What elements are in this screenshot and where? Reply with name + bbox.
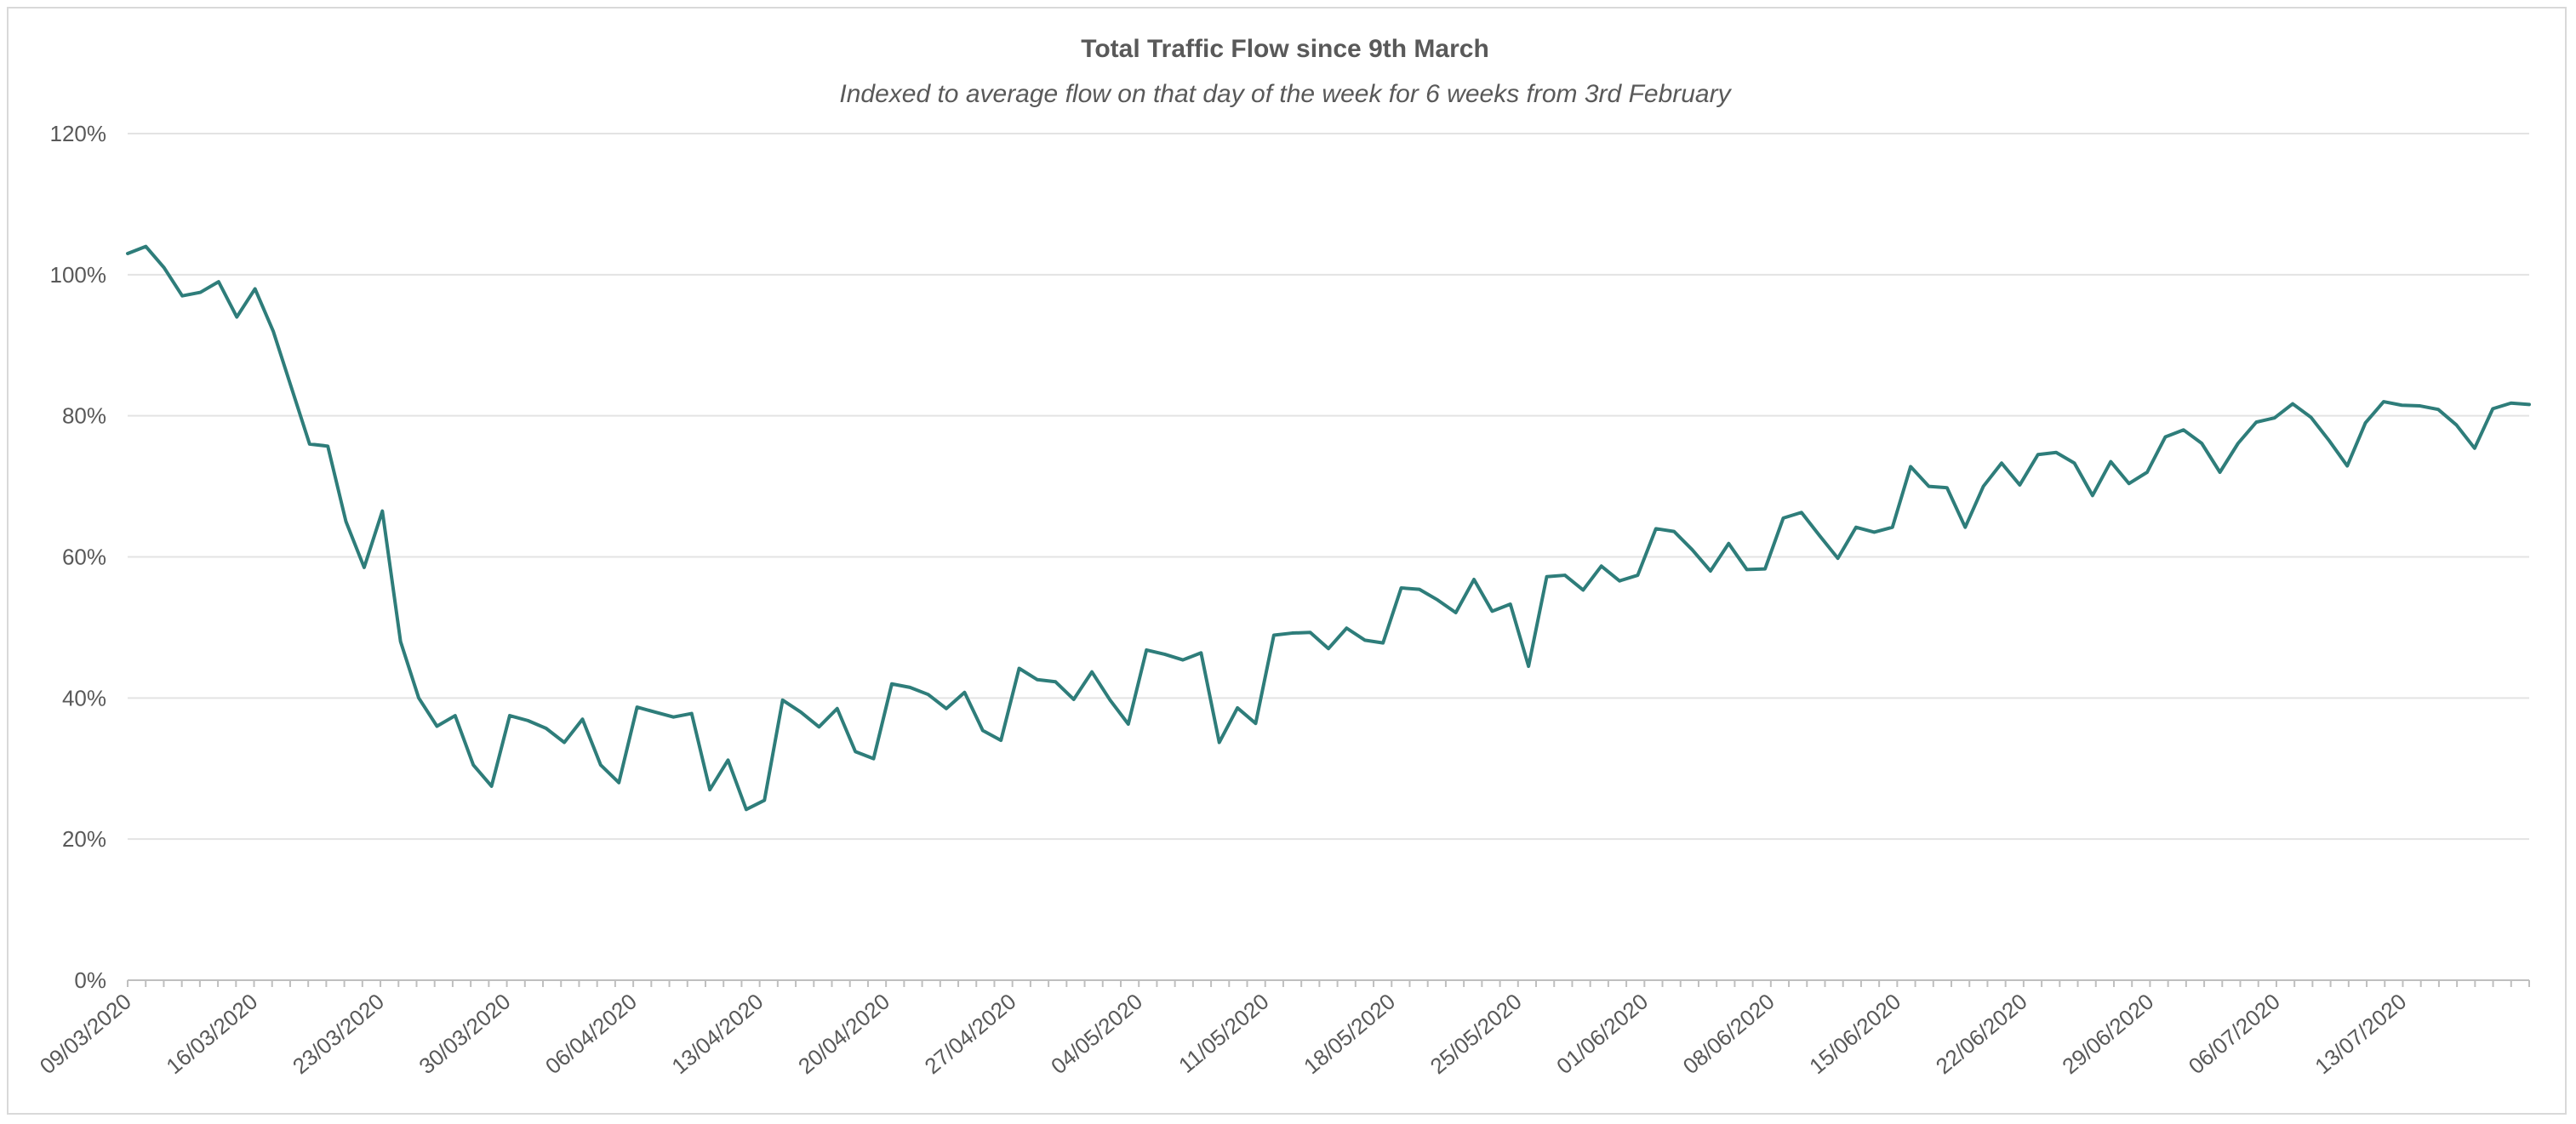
x-tick-label: 08/06/2020 [1678, 989, 1779, 1080]
x-tick-label: 11/05/2020 [1174, 989, 1273, 1078]
series-layer [126, 244, 2531, 812]
y-axis-ticks: 0% 20% 40% 60% 80% 100% 120% [50, 121, 107, 993]
x-tick-label: 22/06/2020 [1931, 989, 2032, 1080]
x-tick-label: 25/05/2020 [1425, 989, 1527, 1080]
chart-frame: Total Traffic Flow since 9th March Index… [7, 7, 2567, 1115]
x-tick-label: 09/03/2020 [35, 989, 136, 1080]
x-tick-label: 13/04/2020 [667, 989, 768, 1080]
series-line [126, 244, 2531, 812]
y-tick-label: 20% [62, 826, 106, 852]
x-tick-label: 01/06/2020 [1551, 989, 1653, 1080]
x-tick-label: 18/05/2020 [1299, 989, 1400, 1080]
line-chart: Total Traffic Flow since 9th March Index… [35, 35, 2531, 1080]
x-tick-label: 29/06/2020 [2057, 989, 2158, 1080]
gridlines [128, 133, 2529, 841]
x-tick-label: 15/06/2020 [1804, 989, 1905, 1080]
x-tick-label: 20/04/2020 [793, 989, 894, 1080]
x-tick-label: 04/05/2020 [1046, 989, 1147, 1080]
y-tick-label: 80% [62, 403, 106, 429]
x-tick-label: 06/07/2020 [2184, 989, 2285, 1080]
x-tick-label: 30/03/2020 [414, 989, 515, 1080]
x-tick-label: 16/03/2020 [161, 989, 262, 1080]
y-tick-label: 120% [50, 121, 107, 146]
chart-title: Total Traffic Flow since 9th March [1081, 35, 1489, 63]
x-tick-label: 23/03/2020 [288, 989, 389, 1080]
x-tick-label: 13/07/2020 [2310, 989, 2411, 1080]
y-tick-label: 100% [50, 262, 107, 288]
x-tick-label: 06/04/2020 [540, 989, 642, 1080]
chart-subtitle: Indexed to average flow on that day of t… [839, 80, 1732, 108]
x-tick-label: 27/04/2020 [920, 989, 1021, 1080]
y-tick-label: 60% [62, 545, 106, 570]
y-tick-label: 40% [62, 685, 106, 710]
y-tick-label: 0% [74, 967, 106, 993]
x-axis: 09/03/2020 16/03/2020 23/03/2020 30/03/2020… [35, 979, 2530, 1080]
